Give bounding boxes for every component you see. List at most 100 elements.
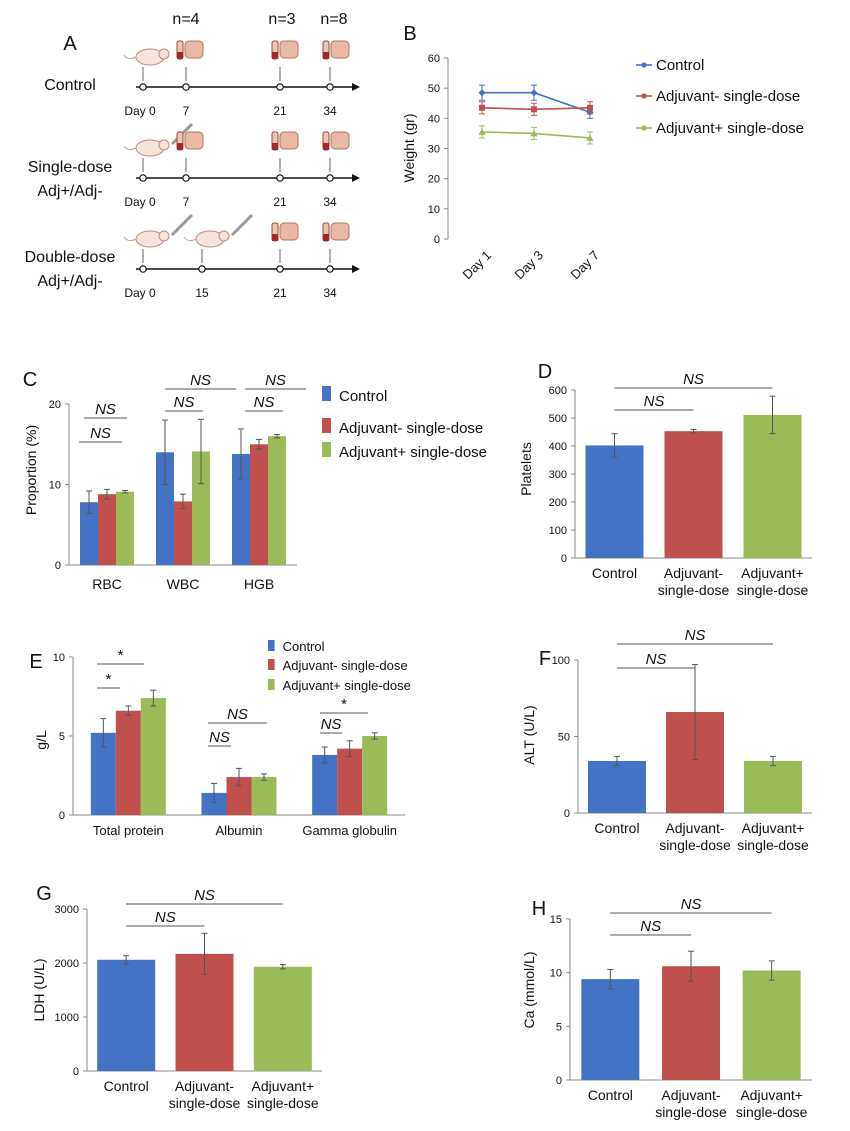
mouse-tail-icon (183, 236, 197, 242)
panel-D-category-label: Control (592, 565, 637, 581)
panel-G-category-label: Adjuvant+ single-dose (247, 1078, 319, 1111)
timeline-point (326, 265, 334, 273)
panel-b-series-0-point (478, 89, 486, 97)
tissue-icon (330, 222, 350, 241)
panel-b-ylabel: Weight (gr) (401, 114, 417, 183)
panel-B-ytick-label: 40 (428, 113, 440, 125)
panel-E-sig-gg-2-label: * (341, 696, 347, 713)
tissue-icon (279, 131, 299, 150)
timeline-day-label: 7 (183, 104, 190, 118)
panel-b-series-2-point (530, 129, 538, 137)
panel-D-ylabel: Platelets (518, 442, 534, 496)
panel-E-category-label: Albumin (216, 823, 263, 838)
timeline-day-label: 21 (273, 104, 287, 118)
panel-E-bar (362, 736, 388, 815)
mouse-head-icon (218, 230, 230, 242)
timeline-day-label: 34 (323, 104, 337, 118)
panel-C-bar (192, 451, 210, 565)
panel-C-legend-swatch (322, 418, 331, 433)
row-label: Control (44, 77, 96, 94)
panel-E-bar (115, 710, 141, 815)
panel-D-label: D (538, 361, 552, 383)
panel-C-bar (174, 501, 192, 565)
panel-C-legend-entry: Adjuvant+ single-dose (339, 444, 487, 461)
panel-E-sig-alb-2-label: NS (209, 729, 230, 746)
blood-tube-fill-icon (177, 52, 183, 59)
panel-b-legend-marker (641, 125, 647, 131)
panel-D-category-label: Adjuvant-single-dose (658, 565, 730, 598)
panel-b-legend-entry: Control (656, 57, 704, 74)
panel-E-legend-swatch (268, 659, 275, 670)
panel-H-ytick-label: 15 (550, 914, 562, 926)
panel-E-ylabel: g/L (33, 730, 49, 750)
panel-b-xtick-label: Day 1 (460, 248, 495, 283)
panel-E-legend-swatch (268, 640, 275, 651)
tissue-icon (184, 40, 204, 59)
blood-tube-fill-icon (272, 234, 278, 241)
panel-C-bar (80, 502, 98, 565)
panel-C-legend-entry: Adjuvant- single-dose (339, 420, 483, 437)
syringe-icon (170, 213, 194, 237)
panel-D-sig-2-label: NS (683, 371, 704, 388)
row-label: Adj+/Adj- (37, 183, 102, 200)
tissue-icon (279, 222, 299, 241)
mouse-head-icon (158, 230, 170, 242)
panel-H-sig-1-label: NS (640, 918, 661, 935)
panel-E-sig-tp-1-label: * (118, 647, 124, 664)
panel-F-ylabel: ALT (U/L) (521, 705, 537, 764)
panel-G-bar (97, 959, 156, 1071)
panel-C-legend-swatch (322, 442, 331, 457)
panel-H-bar (581, 979, 640, 1080)
panel-C-bar (156, 452, 174, 565)
blood-tube-fill-icon (272, 143, 278, 150)
timeline-arrowhead (352, 83, 360, 91)
panel-F-label: F (539, 648, 551, 670)
panel-E-sig-tp-2-label: * (106, 671, 112, 688)
panel-F-sig-2-label: NS (685, 627, 706, 644)
panel-b-series-2-point (586, 134, 594, 141)
panel-G-category-label: Adjuvant-single-dose (169, 1078, 241, 1111)
panel-D-category-label: Adjuvant+ single-dose (737, 565, 809, 598)
panel-a-label: A (63, 33, 77, 55)
panel-H-label: H (532, 898, 546, 920)
panel-b-series-2-point (478, 128, 486, 135)
panel-b-legend-entry: Adjuvant+ single-dose (656, 120, 804, 137)
timeline-point (182, 83, 190, 91)
panel-G-sig-1-label: NS (155, 909, 176, 926)
panel-G-label: G (36, 883, 52, 905)
panel-D-sig-1-label: NS (644, 393, 665, 410)
panel-E-ytick-label: 0 (59, 810, 65, 822)
timeline-point (326, 174, 334, 182)
timeline-day-label: 15 (195, 286, 209, 300)
timeline-arrowhead (352, 265, 360, 273)
mouse-tail-icon (123, 54, 137, 60)
timeline-point (326, 83, 334, 91)
panel-E-category-label: Gamma globulin (302, 823, 397, 838)
panel-C-bar (232, 453, 250, 565)
panel-D-ytick-label: 0 (561, 553, 567, 565)
panel-C-ytick-label: 20 (49, 399, 61, 411)
panel-G-ylabel: LDH (U/L) (31, 958, 47, 1021)
panel-b-xtick-label: Day 7 (568, 248, 603, 283)
panel-b-xtick-label: Day 3 (512, 248, 547, 283)
panel-C-sig-rbc-2-label: NS (90, 425, 111, 442)
timeline-day-label: Day 0 (124, 195, 156, 209)
panel-C-category-label: HGB (244, 576, 274, 592)
timeline-day-label: 34 (323, 286, 337, 300)
panel-E-bar (337, 748, 363, 815)
timeline-arrowhead (352, 174, 360, 182)
panel-b-series-1-point (479, 104, 485, 111)
panel-E-bar (201, 792, 227, 815)
panel-b-series-1-point (531, 106, 537, 113)
panel-F-category-label: Control (594, 820, 639, 836)
blood-tube-fill-icon (272, 52, 278, 59)
panel-C-legend-swatch (322, 386, 331, 401)
blood-tube-fill-icon (323, 234, 329, 241)
panel-C-sig-wbc-2-label: NS (174, 394, 195, 411)
timeline-point (182, 174, 190, 182)
panel-b-label: B (403, 23, 416, 45)
tissue-icon (279, 40, 299, 59)
timeline-point (276, 83, 284, 91)
panel-E-bar (251, 777, 277, 815)
